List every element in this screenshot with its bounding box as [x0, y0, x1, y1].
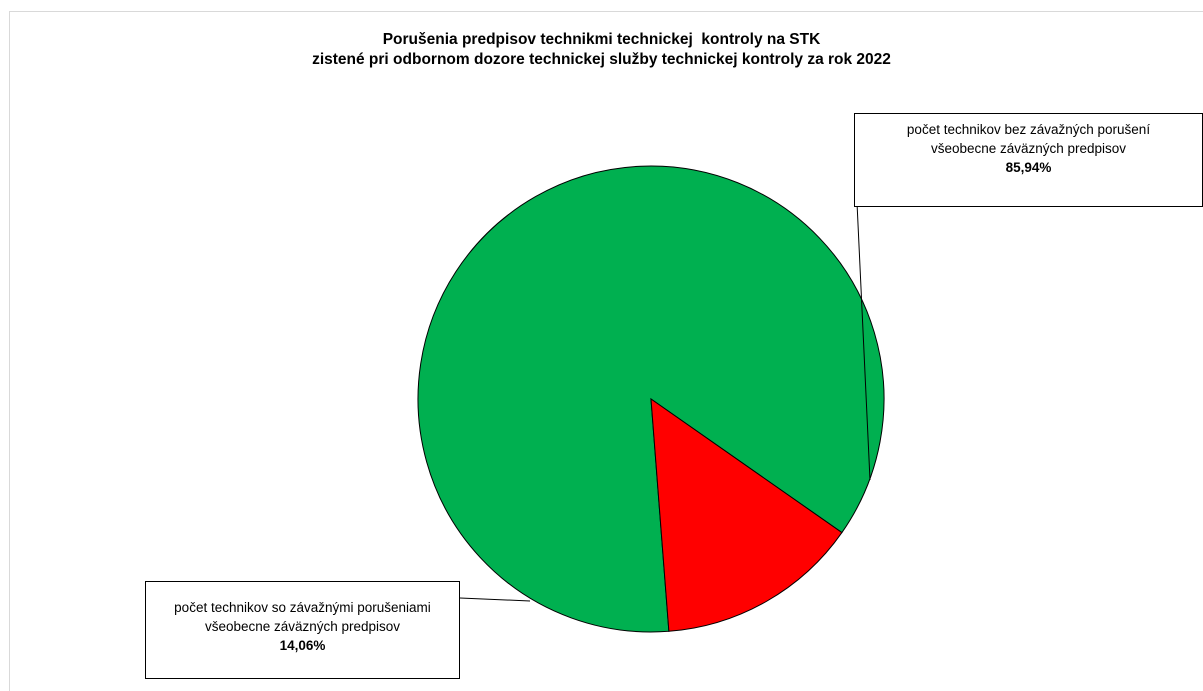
chart-title-line2: zistené pri odbornom dozore technickej s…	[312, 51, 891, 68]
chart-title: Porušenia predpisov technikmi technickej…	[0, 30, 1203, 70]
data-label-no-violations-line2: všeobecne záväzných predpisov	[930, 141, 1127, 156]
leader-line-violations	[459, 597, 531, 602]
data-label-no-violations-value: 85,94%	[1005, 160, 1052, 175]
data-label-no-violations-line1: počet technikov bez závažných porušení	[906, 122, 1151, 137]
data-label-violations-value: 14,06%	[279, 638, 326, 653]
pie-slice-violations[interactable]	[650, 397, 843, 632]
data-label-violations-line2: všeobecne záväzných predpisov	[204, 619, 401, 634]
chart-title-line1: Porušenia predpisov technikmi technickej…	[382, 31, 821, 48]
data-label-violations: počet technikov so závažnými porušeniami…	[145, 581, 460, 679]
chart-frame	[9, 11, 1203, 691]
data-label-violations-line1: počet technikov so závažnými porušeniami	[174, 600, 431, 615]
data-label-no-violations: počet technikov bez závažných porušení v…	[854, 113, 1203, 207]
